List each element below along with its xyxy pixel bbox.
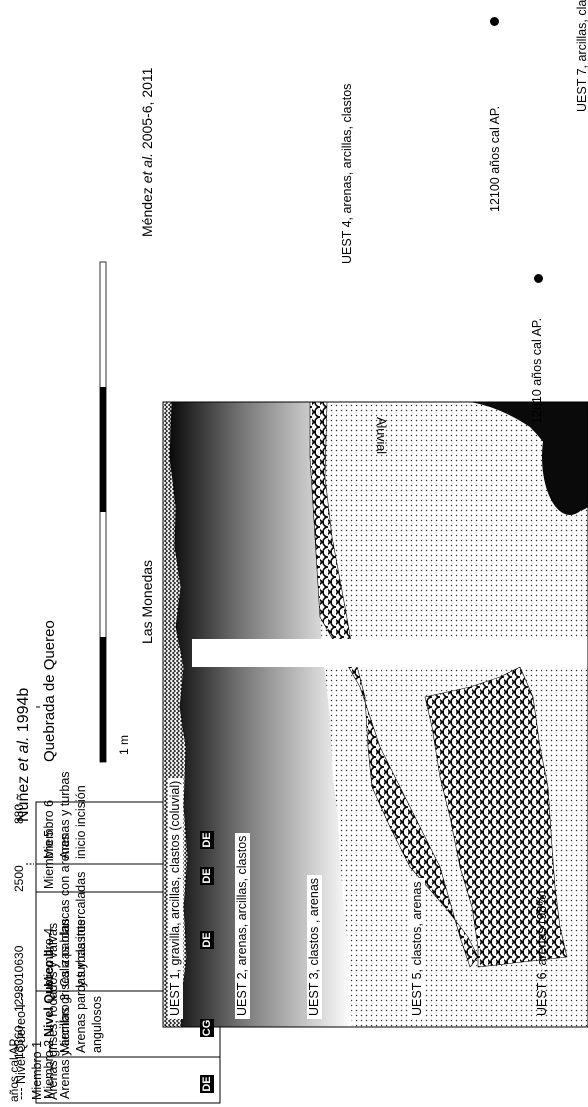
- source-label: Méndez et al. 2005-6, 2011: [139, 67, 155, 237]
- age-tick-label: 13360: [12, 1025, 26, 1059]
- date-label-2: 12100 años cal AP.: [488, 105, 502, 212]
- section-title: Quebrada de Quereo: [41, 620, 58, 762]
- unit-label-uest3: UEST 3, clastos , arenas: [307, 874, 322, 1019]
- tag-cg: CG: [200, 1019, 214, 1037]
- unit-label-uest7: UEST 7, arcillas, clastos: [575, 0, 588, 112]
- unit-label-uest4: UEST 4, arenas, arcillas, clastos: [340, 83, 354, 264]
- member-3-line: Arenas pardas y clastos: [74, 919, 88, 1053]
- unit-label-uest2: UEST 2, arenas, arcillas, clastos: [235, 832, 250, 1019]
- unit-uest5: [424, 666, 568, 968]
- member-2-line: Miembro 2: [42, 1039, 56, 1099]
- member-3-line: --- Nivel Quereo II ---: [42, 933, 56, 1053]
- member-6-line: inicio incisión: [74, 785, 88, 859]
- left-column-header: Núñez et al. 1994b: [15, 688, 32, 822]
- age-tick-label: 2500: [12, 865, 26, 892]
- date-label-1: 12810 años cal AP.: [530, 317, 544, 424]
- site-label: Las Monedas: [139, 560, 155, 644]
- tag-de: DE: [200, 831, 214, 849]
- date-marker-1: [534, 274, 543, 283]
- alluvial-channel: [192, 639, 588, 667]
- tag-de: DE: [200, 867, 214, 885]
- unit-label-uest6: UEST 6, arenas (98%): [535, 890, 549, 1016]
- unit-label-uest5: UEST 5, clastos, arenas: [410, 878, 425, 1019]
- tag-de: DE: [200, 931, 214, 949]
- age-tick-label: 10630: [12, 945, 26, 979]
- member-5-line: Miembro 5: [42, 829, 56, 889]
- date-marker-2: [490, 17, 499, 26]
- unit-uest2: [170, 402, 352, 1027]
- profile-frame: [162, 401, 588, 1028]
- unit-label-uest1: UEST 1, gravilla, arcillas, clastos (col…: [168, 777, 183, 1019]
- scale-bar: 1 m: [99, 261, 131, 763]
- member-2-line: Arenas y arcillas grises a pardas: [58, 918, 72, 1099]
- scale-label: 1 m: [117, 735, 131, 755]
- tag-de: DE: [200, 1075, 214, 1093]
- member-3-line: angulosos: [90, 996, 104, 1053]
- age-axis-label: años cal AP.: [7, 1037, 21, 1102]
- unit-uest7-lens: [542, 402, 588, 515]
- profile: Las Monedas Méndez et al. 2005-6, 2011: [139, 67, 588, 1028]
- alluvial-label: Aluvial: [374, 417, 388, 454]
- age-tick-label: 880: [12, 804, 26, 824]
- age-tick-label: 12980: [12, 978, 26, 1012]
